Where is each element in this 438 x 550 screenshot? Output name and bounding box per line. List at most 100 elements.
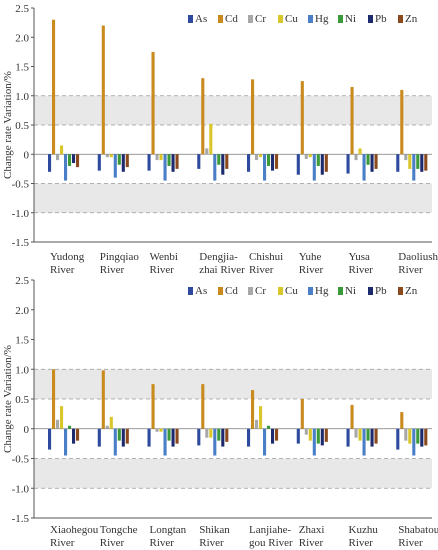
bar-as-8 [396,154,400,172]
bar-cu-5 [259,154,263,158]
bar-hg-5 [263,154,267,181]
shaded-band [34,458,432,489]
category-label: Daoliushui [398,251,438,263]
y-tick-label: 1.5 [15,335,29,347]
legend-swatch-cu [278,287,283,295]
y-tick-label: -1.5 [12,513,30,525]
category-label: Kuzhu [349,524,379,536]
legend-swatch-ni [338,287,343,295]
bar-as-1 [48,428,52,450]
bar-cd-8 [400,412,404,429]
bar-cr-5 [255,154,259,161]
bar-cr-4 [205,428,209,438]
bar-cd-5 [251,390,255,429]
legend-swatch-pb [368,287,373,295]
bar-cr-2 [105,425,109,429]
bar-cd-4 [201,78,205,155]
bar-hg-2 [113,428,117,456]
bar-pb-3 [171,428,175,447]
legend-swatch-cu [278,15,283,23]
bar-as-5 [247,428,251,447]
category-label: Tongche [100,524,138,536]
bar-zn-8 [424,154,428,171]
y-tick-label: 1.0 [15,364,29,376]
bar-as-3 [147,154,151,171]
y-tick-label: 0 [24,149,30,161]
bar-cr-6 [304,154,308,159]
category-label: Longtan [150,524,187,536]
legend-label-cd: Cd [225,13,238,25]
bar-cr-4 [205,148,209,155]
category-label: River [50,537,75,549]
bar-hg-6 [312,428,316,456]
legend-swatch-cr [248,15,253,23]
bar-cu-6 [308,154,312,158]
bar-cd-3 [151,384,155,429]
legend-swatch-zn [398,15,403,23]
bar-zn-1 [76,428,80,441]
legend-label-cu: Cu [285,285,298,297]
bar-cd-6 [300,399,304,429]
bar-cd-1 [52,369,56,429]
bar-pb-2 [121,428,125,447]
bar-pb-6 [320,154,324,175]
bar-cr-2 [105,154,109,158]
category-label: River [150,264,175,276]
legend: As Cd Cr Cu Hg Ni Pb Zn [188,13,418,25]
category-label: River [100,264,125,276]
bar-as-2 [97,154,101,171]
category-label: Pingqiao [100,251,140,263]
bar-hg-4 [213,428,217,456]
bar-as-6 [296,428,300,444]
bar-ni-4 [217,154,221,165]
bar-as-6 [296,154,300,175]
y-tick-label: -1.5 [12,237,30,249]
legend-label-as: As [195,285,207,297]
bar-hg-3 [163,154,167,181]
bar-ni-8 [416,154,420,169]
bar-cu-7 [358,148,362,155]
y-tick-label: 0.5 [15,120,29,132]
y-tick-label: 2.5 [15,3,29,15]
legend-label-ni: Ni [345,13,356,25]
legend-label-as: As [195,13,207,25]
bar-cd-7 [350,86,354,155]
y-tick-label: 2.5 [15,275,29,287]
bar-pb-3 [171,154,175,172]
bar-cd-5 [251,79,255,155]
bar-zn-5 [275,154,279,169]
bar-pb-6 [320,428,324,446]
bar-cd-3 [151,51,155,155]
bar-cd-1 [52,19,56,155]
bar-cd-6 [300,81,304,155]
y-tick-label: -1.0 [12,208,30,220]
bar-cd-4 [201,384,205,429]
bar-ni-2 [117,154,121,165]
bar-cu-5 [259,406,263,429]
legend-label-cr: Cr [255,13,266,25]
category-label: zhai River [199,264,245,276]
bar-cr-3 [155,428,159,432]
bar-zn-6 [324,154,328,172]
y-axis-label: Change rate Variation/% [2,71,14,179]
legend-swatch-cd [218,15,223,23]
bar-ni-8 [416,428,420,444]
bar-pb-4 [221,428,225,447]
bar-zn-3 [175,428,179,444]
bar-hg-2 [113,154,117,178]
category-label: Yusa [349,251,371,263]
bar-as-4 [197,428,201,446]
shaded-band [34,183,432,213]
bar-cu-6 [308,428,312,441]
category-label: River [398,537,423,549]
category-label: Xiaohegou [50,524,99,536]
bar-cu-2 [109,416,113,429]
legend-label-cd: Cd [225,285,238,297]
bar-cr-6 [304,428,308,435]
legend-swatch-cr [248,287,253,295]
bar-cu-7 [358,428,362,441]
bar-ni-3 [167,428,171,441]
bar-cr-5 [255,419,259,429]
